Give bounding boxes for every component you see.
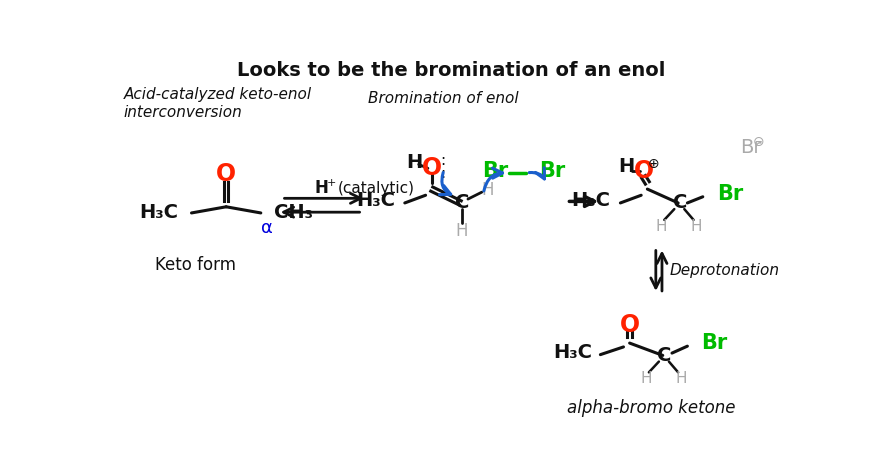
Text: H: H bbox=[407, 152, 423, 172]
Text: CH₃: CH₃ bbox=[274, 203, 313, 222]
Text: H: H bbox=[315, 179, 328, 197]
Text: Bromination of enol: Bromination of enol bbox=[368, 92, 518, 107]
Text: Br: Br bbox=[539, 160, 565, 181]
Text: Acid-catalyzed keto-enol
interconversion: Acid-catalyzed keto-enol interconversion bbox=[124, 87, 312, 120]
Text: :: : bbox=[440, 166, 445, 181]
FancyArrowPatch shape bbox=[484, 168, 502, 191]
Text: (catalytic): (catalytic) bbox=[338, 181, 414, 196]
Text: Br: Br bbox=[701, 333, 728, 353]
Text: H: H bbox=[640, 371, 651, 386]
Text: :: : bbox=[440, 153, 445, 168]
Text: H: H bbox=[691, 219, 702, 234]
Text: O: O bbox=[422, 156, 442, 180]
Text: +: + bbox=[327, 178, 336, 188]
Text: H₃C: H₃C bbox=[356, 191, 395, 210]
FancyArrowPatch shape bbox=[439, 172, 451, 194]
Text: α: α bbox=[261, 219, 273, 237]
Text: H: H bbox=[481, 181, 494, 199]
Text: ⊕: ⊕ bbox=[648, 158, 659, 171]
Text: C: C bbox=[672, 194, 687, 212]
Text: O: O bbox=[620, 312, 640, 337]
Text: H₃C: H₃C bbox=[554, 343, 593, 362]
Text: H₃C: H₃C bbox=[139, 203, 179, 222]
Text: H: H bbox=[456, 222, 468, 240]
Text: C: C bbox=[657, 346, 671, 365]
Text: C: C bbox=[455, 194, 469, 212]
Text: H: H bbox=[619, 157, 634, 176]
Text: O: O bbox=[634, 159, 654, 183]
Text: alpha-bromo ketone: alpha-bromo ketone bbox=[567, 399, 736, 417]
Text: H₃C: H₃C bbox=[571, 191, 611, 210]
Text: Br: Br bbox=[482, 160, 509, 181]
Text: ⊖: ⊖ bbox=[753, 135, 765, 149]
Text: Br: Br bbox=[716, 184, 743, 204]
Text: Deprotonation: Deprotonation bbox=[670, 263, 780, 278]
Text: Br: Br bbox=[740, 138, 761, 157]
Text: Looks to be the bromination of an enol: Looks to be the bromination of an enol bbox=[237, 61, 665, 80]
FancyArrowPatch shape bbox=[529, 168, 545, 179]
Text: O: O bbox=[216, 162, 236, 186]
Text: Keto form: Keto form bbox=[155, 255, 236, 274]
Text: H: H bbox=[676, 371, 687, 386]
Text: H: H bbox=[656, 219, 667, 234]
